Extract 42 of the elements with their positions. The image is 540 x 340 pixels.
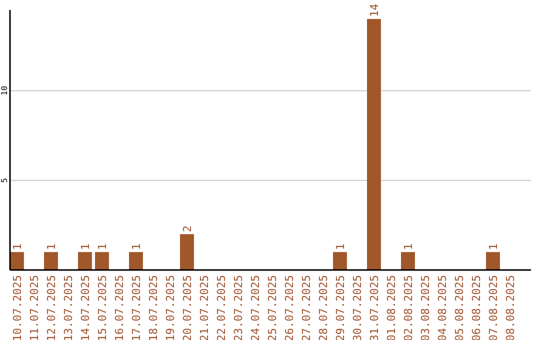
x-tick-label: 26.07.2025 [282, 275, 296, 340]
bar [10, 252, 24, 270]
data-label: 1 [78, 243, 92, 250]
x-tick-label: 12.07.2025 [44, 275, 58, 340]
data-label: 2 [180, 226, 194, 232]
x-tick-label: 21.07.2025 [198, 275, 211, 340]
x-tick-label: 24.07.2025 [248, 275, 262, 340]
data-label: 1 [130, 243, 143, 250]
bar [486, 252, 500, 270]
x-tick-label: 19.07.2025 [164, 275, 177, 340]
x-tick-label: 15.07.2025 [96, 275, 109, 340]
bar [129, 252, 143, 270]
x-tick-label: 18.07.2025 [146, 275, 160, 340]
data-label: 1 [486, 243, 500, 250]
y-tick-label: 10 [0, 86, 9, 96]
y-tick-label: 5 [0, 178, 9, 183]
bar [333, 252, 347, 270]
data-label: 1 [44, 243, 58, 250]
x-tick-label: 28.07.2025 [316, 275, 330, 340]
x-tick-label: 23.07.2025 [232, 275, 245, 340]
bar [367, 18, 381, 270]
bar [44, 252, 58, 270]
x-tick-label: 11.07.2025 [28, 275, 41, 340]
x-tick-label: 13.07.2025 [62, 275, 75, 340]
x-tick-label: 25.07.2025 [266, 275, 279, 340]
bar [401, 252, 415, 270]
x-tick-label: 27.07.2025 [300, 275, 313, 340]
x-tick-label: 20.07.2025 [180, 275, 194, 340]
data-label: 1 [10, 243, 24, 250]
bar [95, 252, 109, 270]
bar [180, 234, 194, 270]
x-tick-label: 16.07.2025 [112, 275, 126, 340]
x-tick-label: 29.07.2025 [334, 275, 347, 340]
data-label: 1 [96, 243, 109, 250]
x-tick-label: 17.07.2025 [130, 275, 143, 340]
data-label: 1 [334, 243, 347, 250]
x-tick-label: 14.07.2025 [78, 275, 92, 340]
x-tick-label: 10.07.2025 [10, 275, 24, 340]
x-tick-label: 22.07.2025 [214, 275, 228, 340]
data-label: 1 [402, 243, 415, 250]
data-label: 14 [368, 3, 381, 17]
bar [78, 252, 92, 270]
